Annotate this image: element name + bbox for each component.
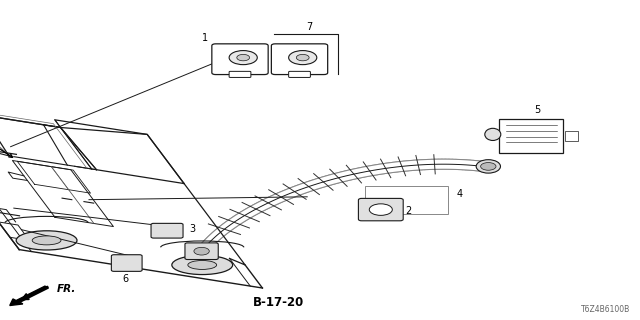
FancyBboxPatch shape [289,71,310,77]
Text: B-17-20: B-17-20 [253,296,304,308]
Text: T6Z4B6100B: T6Z4B6100B [581,305,630,314]
Circle shape [237,54,250,61]
Text: 6: 6 [122,274,129,284]
Ellipse shape [188,260,217,269]
Circle shape [289,51,317,65]
FancyBboxPatch shape [212,44,268,75]
Ellipse shape [16,231,77,250]
Circle shape [296,54,309,61]
Circle shape [194,247,209,255]
FancyBboxPatch shape [111,255,142,271]
Text: 3: 3 [189,224,196,234]
FancyBboxPatch shape [151,223,183,238]
Circle shape [481,163,496,170]
Ellipse shape [476,160,500,173]
Bar [365,186,448,214]
Circle shape [369,204,392,215]
FancyArrow shape [10,286,49,306]
FancyBboxPatch shape [358,198,403,221]
FancyBboxPatch shape [229,71,251,77]
Text: 1: 1 [202,33,208,43]
Ellipse shape [172,255,233,275]
Bar [120,259,133,264]
FancyBboxPatch shape [185,243,218,260]
Bar [154,228,166,233]
Bar [565,131,578,141]
Circle shape [229,51,257,65]
Text: 5: 5 [534,105,541,115]
Text: 2: 2 [405,206,412,216]
Text: 7: 7 [306,22,312,32]
Ellipse shape [485,128,501,140]
Text: 4: 4 [456,189,463,199]
Text: FR.: FR. [56,284,76,294]
Bar [499,119,563,153]
Ellipse shape [32,236,61,245]
FancyBboxPatch shape [271,44,328,75]
